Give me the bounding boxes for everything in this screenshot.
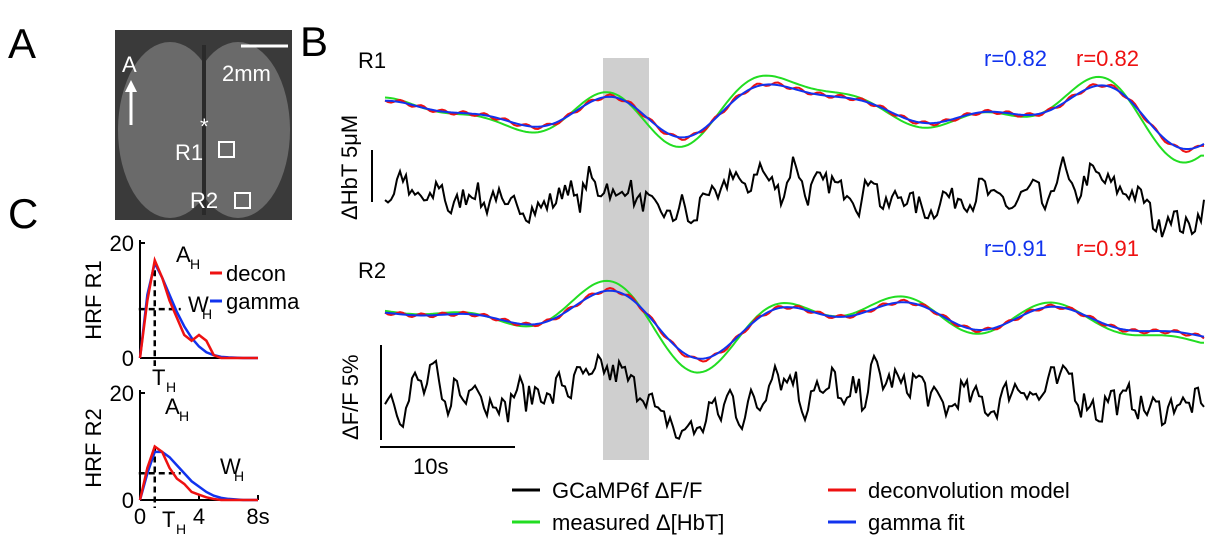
annotation: W [220,454,241,479]
annotation-sub: H [202,306,212,322]
annotation: A [176,242,191,267]
scale-label: ΔHbT 5μM [337,115,362,220]
hrf-line [138,444,258,502]
row-label: R2 [358,258,386,283]
highlight-band [603,58,649,460]
legend: GCaMP6f ΔF/F measured Δ[HbT] deconvolution… [512,478,1070,535]
r-value: r=0.82 [984,46,1047,71]
annotation: T [152,365,165,390]
annotation-sub: H [166,379,176,395]
y-tick-label: 0 [122,346,134,371]
orientation: A [122,52,137,77]
trace [384,74,1204,164]
legend-label: gamma [226,289,300,314]
trace [384,83,1205,150]
legend-label: measured Δ[HbT] [552,510,724,535]
scale-label: ΔF/F 5% [338,354,363,440]
trace [384,156,1205,238]
annotation-sub: H [176,521,186,537]
legend-label: deconvolution model [868,478,1070,503]
row-label: R1 [358,48,386,73]
region-label: R2 [190,188,218,213]
legend-label: decon [226,261,286,286]
y-tick-label: 20 [110,231,134,256]
trace [384,352,1205,441]
panel-label: B [300,18,328,65]
arrow-head [125,80,137,92]
region-label: R1 [175,140,203,165]
annotation: A [165,394,180,419]
y-tick-label: 20 [110,381,134,406]
annotation-sub: H [190,256,200,272]
roi-box [234,192,251,209]
y-axis-label: HRF R1 [81,260,106,339]
annotation: W [188,292,209,317]
traces [384,74,1205,441]
x-tick-label: 0 [134,504,146,529]
hrf-line [138,255,258,360]
annotation: T [162,507,175,532]
panel-label: C [8,190,38,237]
trace [384,279,1204,374]
trace [384,286,1205,363]
r-value: r=0.91 [984,236,1047,261]
marker: * [200,114,209,139]
legend-label: gamma fit [868,510,965,535]
hrf-line [138,450,258,502]
annotation-sub: H [234,468,244,484]
x-tick-label: 4 [193,504,205,529]
roi-box [218,141,235,158]
legend-label: GCaMP6f ΔF/F [552,478,702,503]
y-axis-label: HRF R2 [81,408,106,487]
y-tick-label: 0 [122,488,134,513]
r-value: r=0.82 [1076,46,1139,71]
panel-label: A [8,20,36,67]
x-tick-label: 8s [246,504,269,529]
hemisphere [186,42,290,218]
annotation-sub: H [179,408,189,424]
scale-label: 2mm [222,61,271,86]
trace [384,289,1205,360]
scale-label: 10s [413,454,448,479]
r-value: r=0.91 [1076,236,1139,261]
